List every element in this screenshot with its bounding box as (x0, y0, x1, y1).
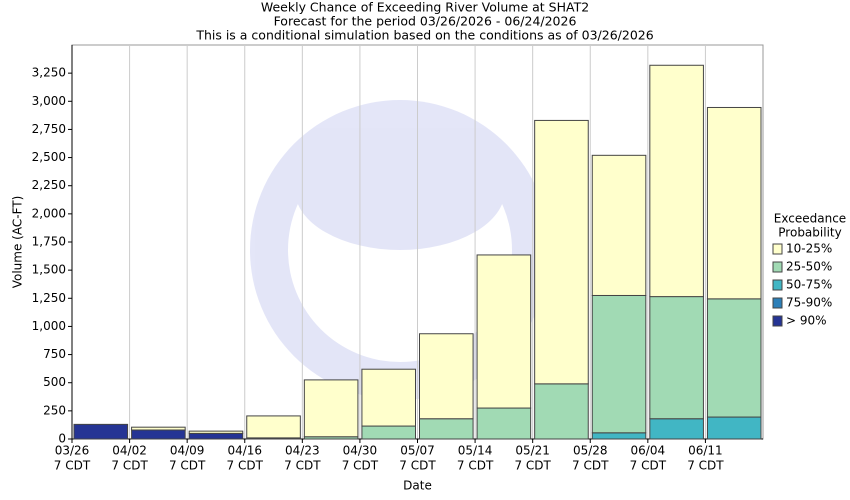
bar-segment (591, 432, 647, 440)
legend-title: Probability (778, 226, 841, 240)
x-tick-label: 05/28 (573, 444, 608, 458)
y-tick-label: 0 (58, 432, 66, 446)
bar-segment (476, 407, 532, 440)
y-tick-label: 1,250 (32, 291, 66, 305)
bar-segment (188, 430, 244, 434)
legend-swatch (772, 297, 783, 309)
x-tick-label: 7 CDT (342, 459, 379, 473)
x-tick-label: 04/09 (170, 444, 205, 458)
x-axis-title: Date (403, 479, 432, 493)
x-tick-label: 7 CDT (399, 459, 436, 473)
bar-segment (73, 423, 129, 440)
x-tick-label: 7 CDT (457, 459, 494, 473)
legend-swatch (772, 279, 783, 291)
x-tick-label: 04/30 (343, 444, 378, 458)
x-tick-label: 7 CDT (514, 459, 551, 473)
chart-title: Forecast for the period 03/26/2026 - 06/… (274, 14, 577, 29)
x-tick-label: 06/11 (688, 444, 723, 458)
y-tick-label: 2,000 (32, 206, 66, 220)
legend-swatch (772, 243, 783, 255)
x-tick-label: 7 CDT (630, 459, 667, 473)
bar-segment (419, 333, 474, 420)
x-tick-label: 7 CDT (54, 459, 91, 473)
bar-segment (706, 416, 762, 440)
bar-segment (188, 432, 244, 440)
bar-segment (361, 368, 416, 427)
y-tick-label: 1,000 (32, 319, 66, 333)
legend-title: Exceedance (774, 212, 846, 226)
y-tick-label: 3,250 (32, 66, 66, 80)
bar-segment (419, 418, 474, 440)
x-tick-label: 05/07 (400, 444, 435, 458)
bar-segment (649, 418, 704, 440)
y-tick-label: 1,750 (32, 235, 66, 249)
x-tick-label: 7 CDT (687, 459, 724, 473)
bar-segment (591, 154, 647, 296)
x-tick-label: 06/04 (631, 444, 666, 458)
bar-segment (131, 429, 186, 440)
y-tick-label: 2,500 (32, 150, 66, 164)
x-tick-label: 7 CDT (284, 459, 321, 473)
x-tick-label: 03/26 (55, 444, 90, 458)
y-tick-label: 2,750 (32, 122, 66, 136)
legend-swatch (772, 261, 783, 273)
x-tick-label: 05/14 (458, 444, 493, 458)
x-tick-label: 04/16 (227, 444, 262, 458)
legend-label: 75-90% (786, 296, 832, 310)
legend-label: > 90% (786, 314, 827, 328)
y-tick-label: 250 (43, 403, 66, 417)
bar-segment (534, 119, 589, 385)
bar-segment (534, 383, 589, 440)
legend-label: 10-25% (786, 242, 832, 256)
y-tick-label: 1,500 (32, 263, 66, 277)
y-tick-label: 2,250 (32, 178, 66, 192)
x-tick-label: 04/23 (285, 444, 320, 458)
bar-segment (131, 426, 186, 431)
bar-segment (246, 415, 301, 439)
x-tick-label: 7 CDT (227, 459, 264, 473)
y-tick-label: 750 (43, 347, 66, 361)
chart-title: Weekly Chance of Exceeding River Volume … (261, 0, 589, 15)
legend-label: 25-50% (786, 260, 832, 274)
bar-segment (591, 294, 647, 434)
bar-segment (476, 254, 532, 409)
y-axis-title: Volume (AC-FT) (11, 196, 25, 289)
legend-swatch (772, 315, 783, 327)
bar-segment (706, 106, 762, 300)
legend-label: 50-75% (786, 278, 832, 292)
y-tick-label: 500 (43, 375, 66, 389)
bar-segment (361, 425, 416, 440)
bar-segment (649, 64, 704, 298)
bar-segment (649, 296, 704, 420)
x-tick-label: 7 CDT (169, 459, 206, 473)
x-tick-label: 05/21 (515, 444, 550, 458)
x-tick-label: 04/02 (112, 444, 147, 458)
chart-title: This is a conditional simulation based o… (195, 28, 653, 43)
bar-segment (303, 379, 359, 438)
x-tick-label: 7 CDT (572, 459, 609, 473)
bar-segment (706, 298, 762, 418)
x-tick-label: 7 CDT (111, 459, 148, 473)
y-tick-label: 3,000 (32, 94, 66, 108)
